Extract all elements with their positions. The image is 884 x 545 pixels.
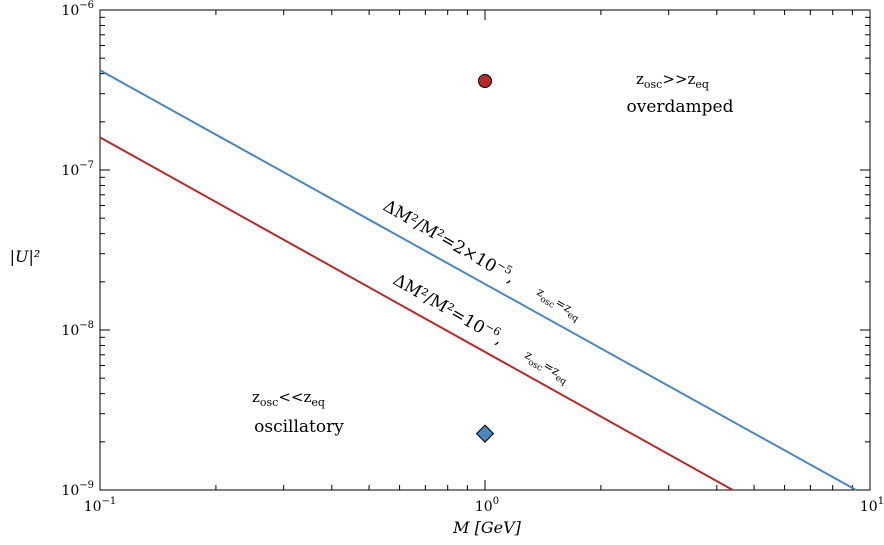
series-cond-red: zosc=zeq: [521, 347, 573, 387]
x-tick-label-2: 101: [860, 496, 884, 515]
x-axis-label: M [GeV]: [452, 518, 522, 537]
series-lines: [100, 70, 856, 490]
x-tick-label-1: 100: [475, 496, 499, 515]
series-line-0: [100, 70, 856, 490]
region-upper-condition: zosc>>zeq: [636, 70, 709, 91]
y-tick-label-2: 10−7: [61, 160, 94, 179]
region-lower-name: oscillatory: [254, 417, 344, 437]
series-cond-blue: zosc=zeq: [533, 284, 585, 324]
y-tick-label-1: 10−8: [61, 320, 94, 339]
point-diamond-1: [477, 425, 494, 442]
y-tick-label-3: 10−6: [61, 0, 94, 19]
series-line-1: [100, 137, 733, 490]
x-tick-label-0: 10−1: [84, 496, 117, 515]
y-tick-label-0: 10−9: [61, 480, 94, 499]
region-upper-name: overdamped: [627, 97, 734, 117]
y-axis-label: |U|²: [10, 247, 41, 266]
region-lower-condition: zosc<<zeq: [252, 388, 325, 409]
point-circle-0: [479, 74, 492, 87]
